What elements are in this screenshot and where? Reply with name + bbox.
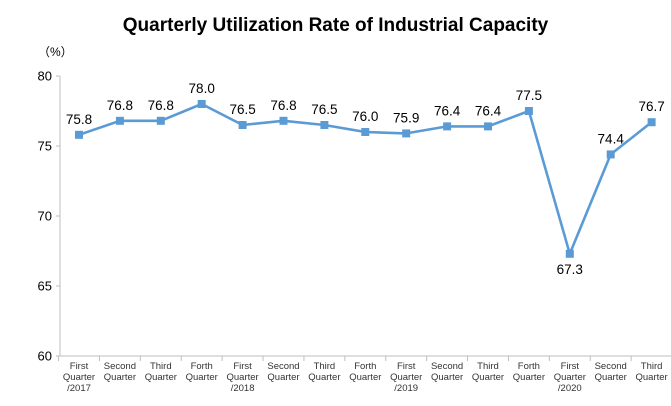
- x-tick-label: First Quarter/2017: [63, 361, 95, 394]
- data-label: 75.9: [393, 110, 419, 125]
- x-tick-label: Second Quarter: [104, 361, 136, 383]
- x-tick-label: Third Quarter: [308, 361, 340, 383]
- x-tick-label: First Quarter/2018: [226, 361, 258, 394]
- data-point: [606, 150, 615, 159]
- data-point: [524, 107, 533, 115]
- data-point: [565, 249, 574, 258]
- data-label: 78.0: [189, 81, 215, 96]
- data-label: 76.8: [148, 98, 174, 113]
- y-tick-label: 60: [38, 349, 52, 364]
- data-label: 76.8: [107, 98, 133, 113]
- data-point: [115, 116, 124, 125]
- x-tick-label: Second Quarter: [595, 361, 627, 383]
- data-point: [279, 116, 288, 125]
- x-tick-label: Forth Quarter: [349, 361, 381, 383]
- data-label: 74.4: [598, 131, 625, 146]
- data-label: 76.5: [311, 102, 337, 117]
- data-label: 76.7: [638, 99, 664, 114]
- y-unit-label: （%）: [38, 45, 73, 59]
- chart-title: Quarterly Utilization Rate of Industrial…: [122, 15, 549, 36]
- data-point: [484, 122, 492, 131]
- data-point: [361, 128, 370, 136]
- data-point: [647, 118, 656, 127]
- data-label: 75.8: [66, 112, 92, 127]
- data-point: [320, 121, 329, 129]
- y-tick-label: 70: [38, 209, 52, 224]
- x-tick-label: Third Quarter: [145, 361, 177, 383]
- x-tick-label: Second Quarter: [431, 361, 463, 383]
- data-label: 76.0: [352, 109, 378, 124]
- data-point: [156, 116, 165, 125]
- data-point: [402, 129, 411, 138]
- data-point: [443, 122, 452, 131]
- x-tick-label: First Quarter/2020: [554, 361, 586, 394]
- data-label: 76.4: [475, 103, 502, 118]
- data-label: 76.8: [270, 98, 296, 113]
- data-label: 67.3: [557, 262, 583, 277]
- x-tick-label: Second Quarter: [267, 361, 299, 383]
- x-tick-label: Third Quarter: [635, 361, 667, 383]
- y-tick-label: 75: [38, 139, 52, 154]
- x-tick-label: Third Quarter: [472, 361, 504, 383]
- data-label: 77.5: [516, 88, 542, 103]
- y-tick-label: 80: [38, 69, 52, 84]
- data-label: 76.4: [434, 103, 461, 118]
- x-tick-label: First Quarter/2019: [390, 361, 422, 394]
- y-tick-label: 65: [38, 279, 52, 294]
- data-point: [238, 121, 247, 129]
- x-tick-label: Forth Quarter: [513, 361, 545, 383]
- series-line: [78, 102, 653, 256]
- data-label: 76.5: [229, 102, 255, 117]
- data-point: [197, 100, 206, 108]
- x-tick-label: Forth Quarter: [186, 361, 218, 383]
- data-point: [75, 130, 83, 139]
